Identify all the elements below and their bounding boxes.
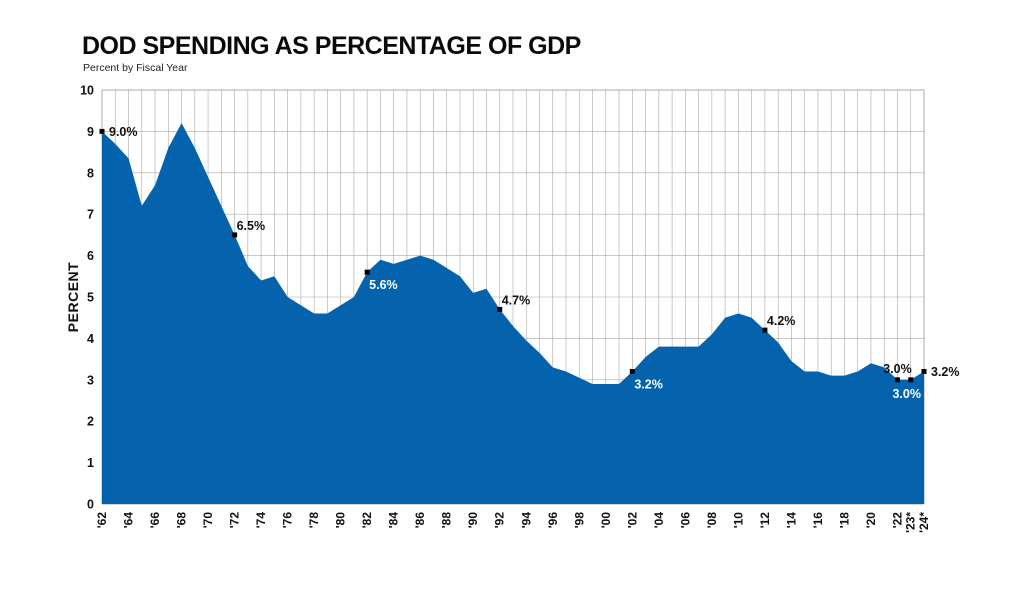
annotation-marker — [762, 327, 768, 333]
x-tick-label: '12 — [758, 512, 772, 529]
x-tick-label: '24* — [917, 512, 931, 533]
x-tick-label: '70 — [201, 512, 215, 529]
x-tick-label: '00 — [599, 512, 613, 529]
annotation-marker — [921, 369, 927, 375]
x-tick-label: '16 — [811, 512, 825, 529]
x-tick-label: '84 — [387, 512, 401, 529]
x-tick-label: '76 — [281, 512, 295, 529]
data-label: 9.0% — [109, 125, 138, 139]
x-tick-label: '64 — [122, 512, 136, 529]
data-label: 3.2% — [931, 365, 960, 379]
x-tick-label: '23* — [904, 512, 918, 533]
annotation-marker — [232, 232, 238, 238]
data-label: 3.0% — [892, 387, 921, 401]
x-tick-label: '96 — [546, 512, 560, 529]
x-tick-label: '72 — [228, 512, 242, 529]
x-tick-label: '90 — [466, 512, 480, 529]
x-tick-label: '14 — [784, 512, 798, 529]
data-label: 4.2% — [767, 314, 796, 328]
series-area — [102, 123, 924, 505]
x-tick-label: '78 — [307, 512, 321, 529]
annotations: 9.0% 6.5% 5.6% 4.7% 3.2% 4.2% 3.0% 3.0% 3.2% — [99, 125, 960, 401]
y-axis-label: PERCENT — [65, 262, 81, 332]
x-tick-label: '20 — [864, 512, 878, 529]
y-tick-label: 4 — [87, 332, 94, 346]
x-tick-label: '10 — [731, 512, 745, 529]
y-tick-label: 0 — [87, 498, 94, 512]
x-tick-label: '04 — [652, 512, 666, 529]
y-tick-label: 1 — [87, 456, 94, 470]
x-tick-label: '98 — [572, 512, 586, 529]
x-tick-label: '88 — [440, 512, 454, 529]
x-tick-label: '92 — [493, 512, 507, 529]
y-tick-label: 5 — [87, 291, 94, 305]
x-tick-label: '18 — [837, 512, 851, 529]
data-label: 5.6% — [369, 278, 398, 292]
x-tick-label: '68 — [175, 512, 189, 529]
annotation-marker — [629, 369, 635, 375]
x-tick-label: '62 — [95, 512, 109, 529]
chart-subtitle: Percent by Fiscal Year — [83, 62, 188, 74]
x-tick-label: '06 — [678, 512, 692, 529]
y-tick-label: 7 — [87, 208, 94, 222]
x-tick-label: '86 — [413, 512, 427, 529]
y-tick-label: 3 — [87, 373, 94, 387]
x-tick-label: '74 — [254, 512, 268, 529]
annotation-marker — [894, 377, 900, 383]
x-tick-label: '02 — [625, 512, 639, 529]
annotation-marker — [99, 128, 105, 134]
area-series — [102, 123, 924, 505]
annotation-marker — [908, 377, 914, 383]
x-tick-label: '94 — [519, 512, 533, 529]
data-label: 3.0% — [883, 362, 912, 376]
chart-title: DOD SPENDING AS PERCENTAGE OF GDP — [82, 32, 581, 60]
x-tick-label: '82 — [360, 512, 374, 529]
y-tick-label: 8 — [87, 166, 94, 180]
x-tick-label: '66 — [148, 512, 162, 529]
axes: 0 1 2 3 4 5 6 7 8 9 10 '62 '64 '66 '68 '70 '72 '74 '76 '78 '… — [80, 84, 931, 533]
annotation-marker — [364, 269, 370, 275]
y-tick-label: 10 — [80, 84, 94, 98]
data-label: 4.7% — [502, 293, 531, 307]
y-tick-label: 6 — [87, 249, 94, 263]
y-tick-label: 2 — [87, 415, 94, 429]
data-label: 6.5% — [237, 219, 265, 233]
annotation-marker — [497, 306, 503, 312]
data-label: 3.2% — [634, 378, 663, 392]
x-tick-label: '80 — [334, 512, 348, 529]
y-tick-label: 9 — [87, 125, 94, 139]
x-tick-label: '22 — [890, 512, 904, 529]
x-tick-label: '08 — [705, 512, 719, 529]
